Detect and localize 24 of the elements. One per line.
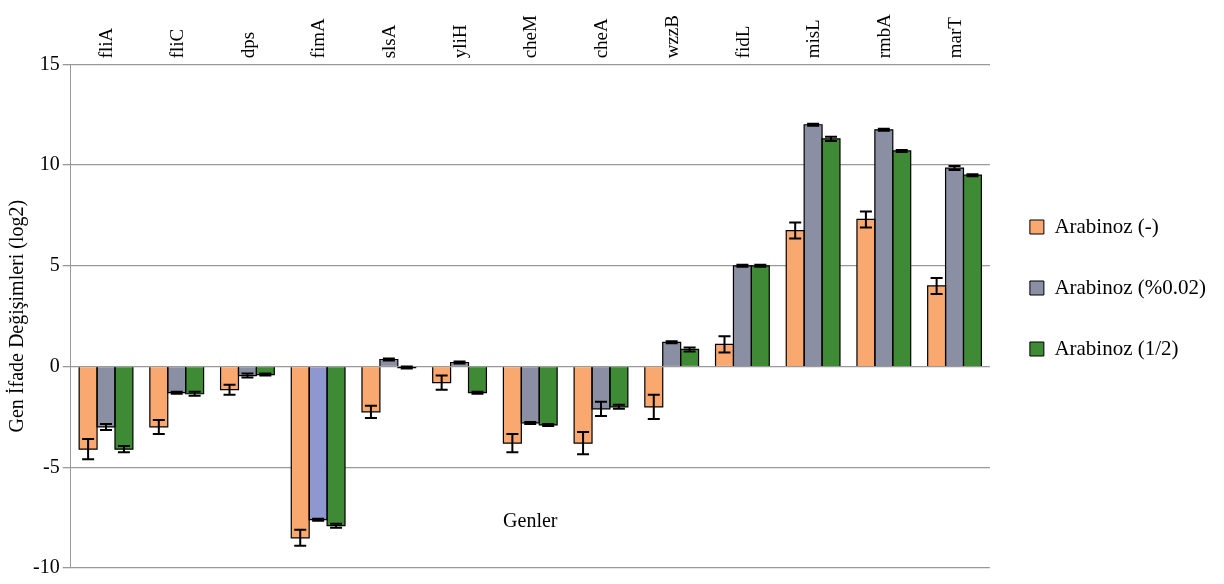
x-tick-label: rmbA — [873, 13, 895, 59]
y-tick-label: 10 — [39, 152, 60, 175]
y-tick-label: 15 — [39, 51, 60, 74]
x-axis-title: Genler — [503, 509, 558, 532]
x-tick-label: marT — [943, 16, 965, 59]
y-tick-label: -10 — [32, 555, 60, 578]
x-tick-label: fimA — [307, 17, 329, 59]
legend-label: Arabinoz (1/2) — [1054, 335, 1179, 360]
x-tick-label: wzzB — [660, 15, 682, 59]
x-tick-label: dps — [236, 31, 258, 59]
x-tick-label: fliA — [95, 27, 117, 59]
y-tick-label: 5 — [49, 253, 60, 276]
x-tick-label: fliC — [165, 28, 187, 59]
legend-label: Arabinoz (-) — [1054, 213, 1159, 238]
y-tick-label: 0 — [49, 353, 60, 376]
x-tick-label: cheM — [519, 14, 541, 59]
x-tick-label: misL — [802, 19, 824, 59]
x-tick-label: cheA — [590, 17, 612, 59]
y-axis-title: Gen İfade Değişimleri (log2) — [5, 199, 29, 433]
x-tick-label: slsA — [378, 24, 400, 59]
x-tick-label: fidL — [731, 25, 753, 59]
legend-label: Arabinoz (%0.02) — [1054, 274, 1207, 299]
x-tick-label: yliH — [448, 24, 470, 59]
y-tick-label: -5 — [42, 454, 60, 477]
